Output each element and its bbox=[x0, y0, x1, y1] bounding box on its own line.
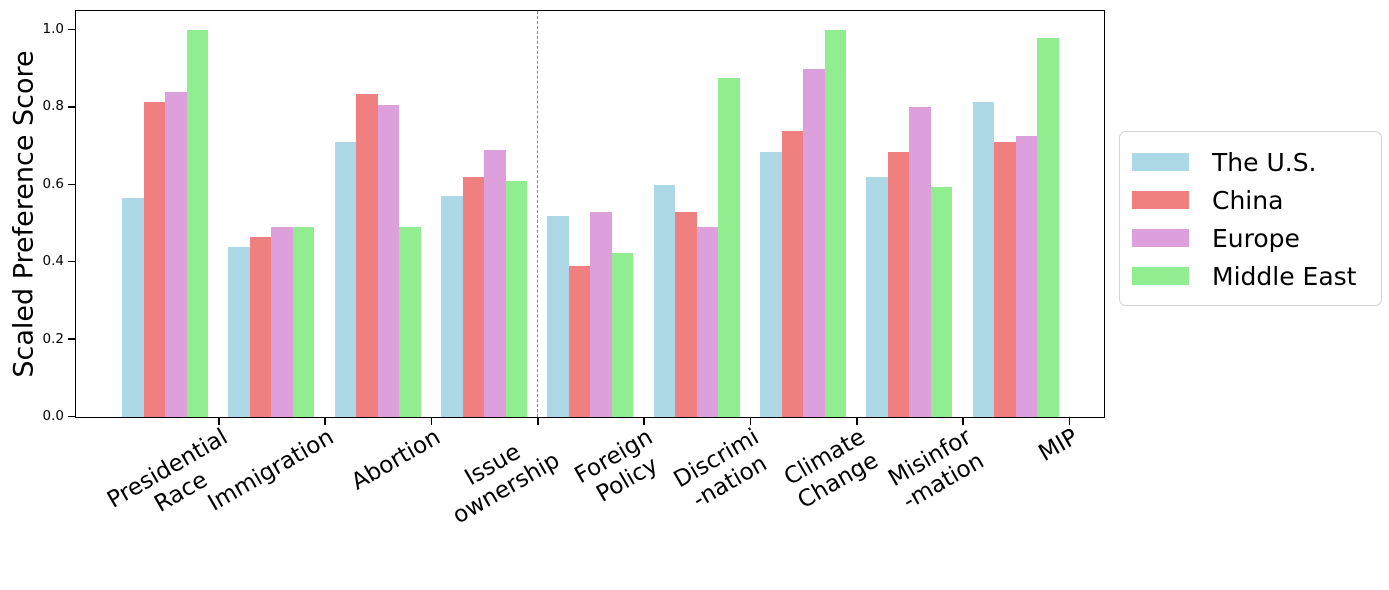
x-tick bbox=[218, 418, 220, 425]
bar bbox=[866, 177, 888, 417]
x-tick bbox=[962, 418, 964, 425]
x-tick bbox=[1068, 418, 1071, 425]
bar bbox=[972, 101, 995, 417]
bar bbox=[228, 246, 250, 417]
x-tick-label: Foreign Policy bbox=[570, 424, 663, 508]
bar-group bbox=[644, 11, 750, 417]
bar bbox=[334, 142, 357, 417]
bar bbox=[803, 68, 825, 417]
bar-group bbox=[112, 11, 218, 417]
y-tick-label: 0.6 bbox=[42, 175, 64, 192]
bar-group bbox=[750, 11, 856, 417]
x-tick-label: Issue ownership bbox=[448, 438, 565, 530]
legend-item-label: The U.S. bbox=[1212, 147, 1317, 177]
bar bbox=[760, 151, 782, 417]
y-tick bbox=[68, 183, 75, 186]
bar bbox=[696, 227, 719, 417]
region-separator-line bbox=[536, 11, 538, 417]
y-tick bbox=[68, 260, 75, 263]
y-tick bbox=[68, 415, 75, 418]
y-tick bbox=[68, 106, 75, 108]
bar bbox=[611, 252, 634, 417]
bar bbox=[292, 227, 315, 417]
legend-swatch bbox=[1132, 153, 1189, 171]
y-tick-label: 0.8 bbox=[42, 98, 64, 115]
bar-group bbox=[431, 11, 537, 417]
bar bbox=[462, 177, 485, 417]
y-tick-label: 0.2 bbox=[42, 330, 64, 347]
bar bbox=[547, 215, 569, 417]
bar bbox=[909, 107, 931, 417]
bar bbox=[930, 186, 953, 417]
bar-group bbox=[856, 11, 962, 417]
y-tick-label: 0.0 bbox=[42, 408, 64, 424]
legend-item: China bbox=[1132, 181, 1381, 219]
bar bbox=[1015, 136, 1038, 417]
x-tick-label: MIP bbox=[1034, 424, 1083, 467]
x-tick-label: Climate Change bbox=[780, 424, 884, 515]
bar bbox=[824, 30, 847, 417]
bar-group bbox=[537, 11, 643, 417]
bar bbox=[165, 91, 187, 417]
bar bbox=[568, 266, 591, 417]
bar bbox=[122, 198, 144, 417]
x-tick bbox=[537, 418, 539, 425]
bar bbox=[249, 237, 272, 417]
y-tick-label: 0.4 bbox=[42, 253, 64, 270]
bar bbox=[377, 105, 400, 417]
bar bbox=[186, 30, 209, 417]
bar bbox=[271, 227, 293, 417]
y-tick-label: 1.0 bbox=[42, 21, 64, 37]
x-tick bbox=[749, 418, 752, 425]
bar bbox=[994, 142, 1016, 417]
legend-swatch bbox=[1132, 191, 1189, 209]
bar bbox=[718, 78, 740, 417]
bar bbox=[653, 184, 676, 417]
x-tick-label: Discrimi -nation bbox=[669, 424, 772, 514]
y-tick bbox=[68, 338, 75, 340]
legend-item-label: Middle East bbox=[1212, 261, 1357, 291]
x-tick-label: Abortion bbox=[346, 424, 445, 496]
legend-item: Middle East bbox=[1132, 257, 1381, 295]
plot-area bbox=[75, 10, 1105, 418]
bar bbox=[399, 227, 421, 417]
bar bbox=[356, 93, 378, 417]
legend-item-label: Europe bbox=[1212, 223, 1300, 253]
x-tick bbox=[324, 418, 326, 425]
bar-group bbox=[325, 11, 431, 417]
legend-item-label: China bbox=[1212, 185, 1284, 215]
bar bbox=[143, 101, 166, 417]
x-tick bbox=[643, 418, 645, 425]
bar-group bbox=[218, 11, 324, 417]
y-tick bbox=[68, 28, 75, 31]
bar bbox=[675, 211, 697, 417]
bar bbox=[484, 149, 506, 417]
legend-swatch bbox=[1132, 229, 1189, 247]
bar bbox=[1037, 37, 1059, 417]
x-tick bbox=[430, 418, 433, 425]
legend-item: The U.S. bbox=[1132, 143, 1381, 181]
x-tick-label: Misinfor -mation bbox=[884, 424, 989, 515]
bar bbox=[441, 196, 463, 417]
legend-swatch bbox=[1132, 267, 1189, 285]
bar bbox=[590, 211, 612, 417]
bar-group bbox=[963, 11, 1069, 417]
legend: The U.S. China Europe Middle East bbox=[1119, 131, 1382, 306]
bar bbox=[505, 180, 528, 417]
x-tick bbox=[856, 418, 858, 425]
legend-item: Europe bbox=[1132, 219, 1381, 257]
bar bbox=[781, 130, 804, 417]
bar bbox=[887, 151, 910, 417]
